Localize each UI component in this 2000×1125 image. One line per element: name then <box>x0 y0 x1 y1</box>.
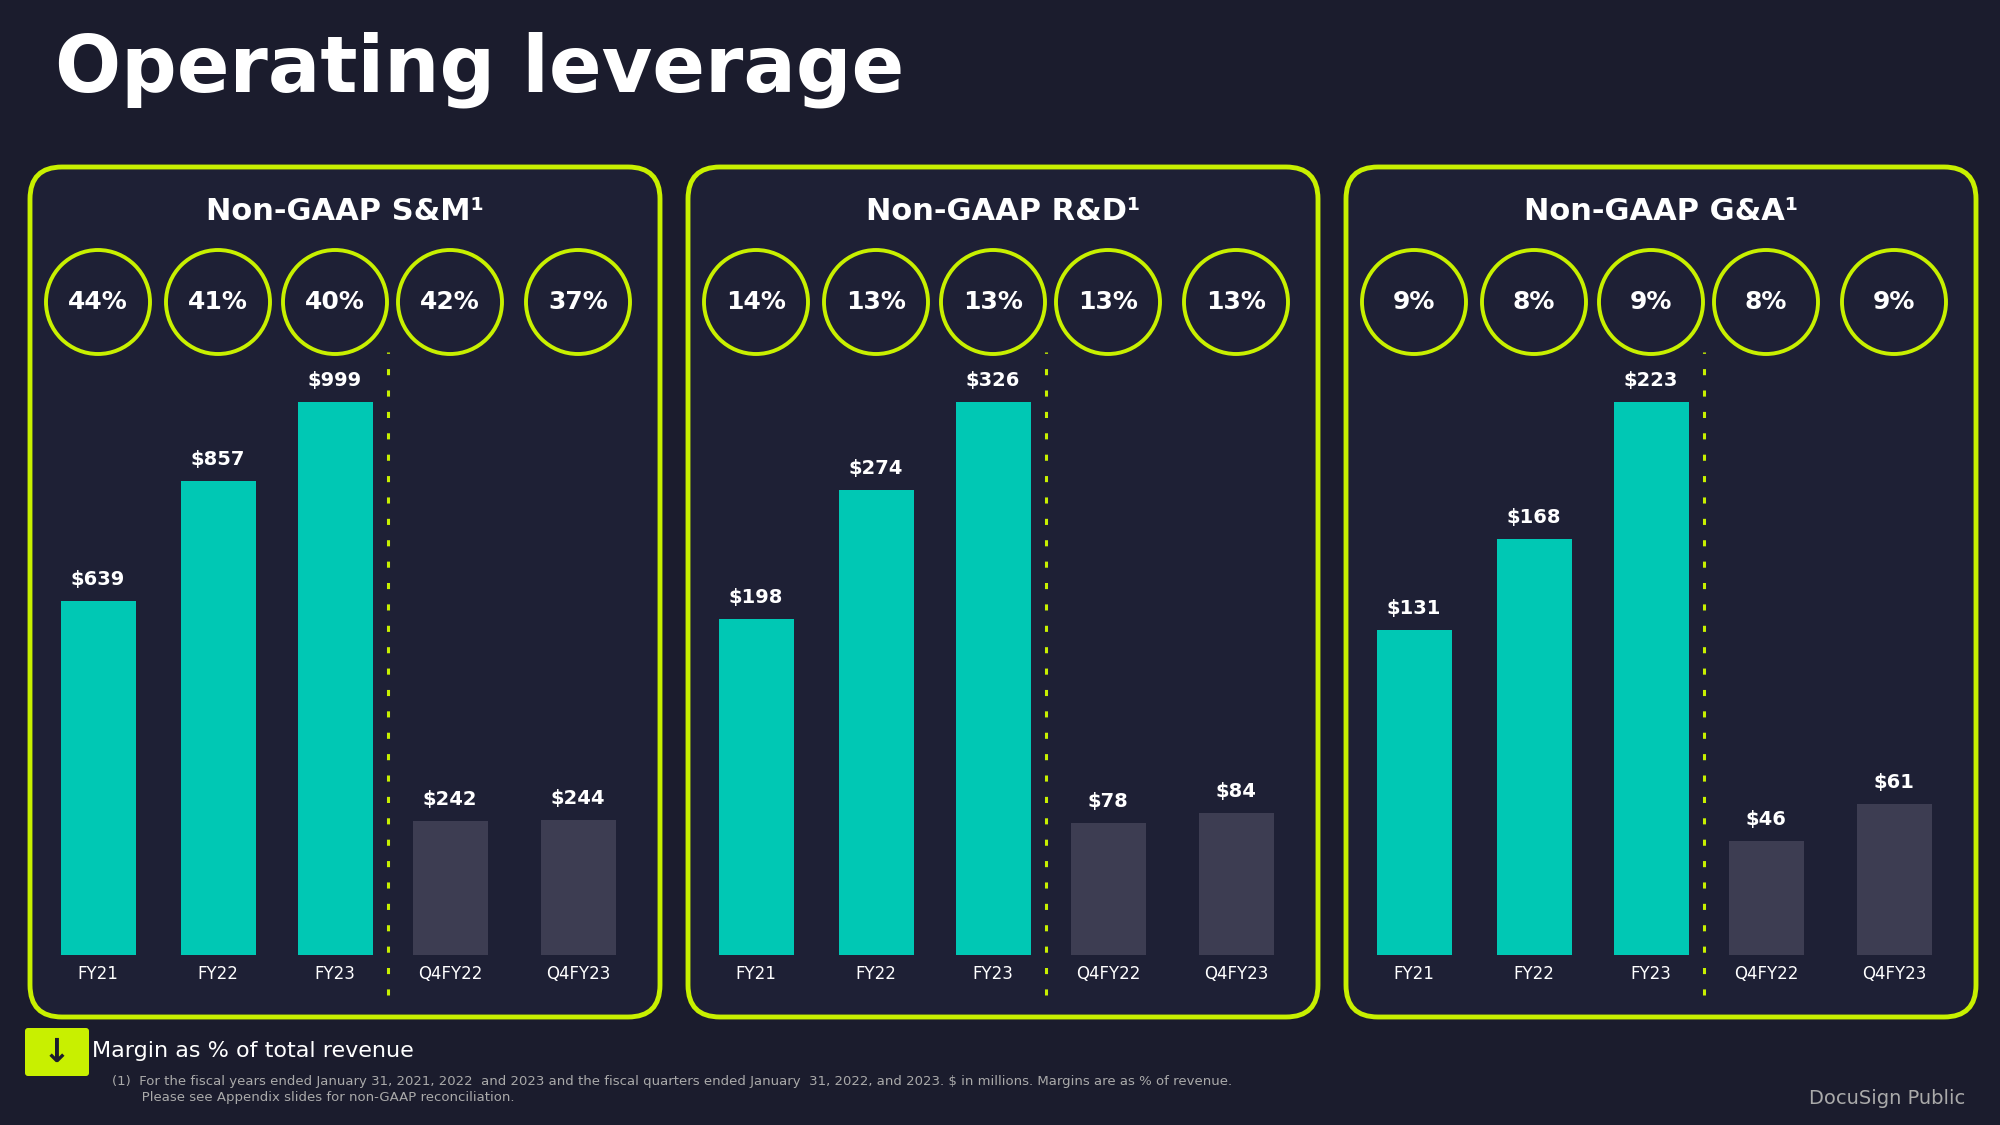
Bar <box>1070 822 1146 955</box>
Text: Q4FY23: Q4FY23 <box>546 965 610 983</box>
Text: ↓: ↓ <box>44 1035 72 1069</box>
Text: FY22: FY22 <box>198 965 238 983</box>
Text: $131: $131 <box>1386 600 1442 619</box>
Text: Margin as % of total revenue: Margin as % of total revenue <box>92 1041 414 1061</box>
Text: FY21: FY21 <box>736 965 776 983</box>
Text: $326: $326 <box>966 371 1020 390</box>
Text: $198: $198 <box>728 588 784 608</box>
FancyBboxPatch shape <box>1346 166 1976 1017</box>
Text: $46: $46 <box>1746 810 1786 829</box>
Text: $857: $857 <box>190 450 246 469</box>
Circle shape <box>46 250 150 354</box>
Text: FY23: FY23 <box>972 965 1014 983</box>
Bar <box>60 602 136 955</box>
Text: Q4FY23: Q4FY23 <box>1204 965 1268 983</box>
Text: Non-GAAP S&M¹: Non-GAAP S&M¹ <box>206 197 484 225</box>
Circle shape <box>1482 250 1586 354</box>
Text: 9%: 9% <box>1392 290 1436 314</box>
Text: DocuSign Public: DocuSign Public <box>1808 1089 1964 1107</box>
Text: FY21: FY21 <box>1394 965 1434 983</box>
Text: 37%: 37% <box>548 290 608 314</box>
Text: Q4FY22: Q4FY22 <box>1076 965 1140 983</box>
Circle shape <box>166 250 270 354</box>
Text: Q4FY22: Q4FY22 <box>418 965 482 983</box>
Circle shape <box>704 250 808 354</box>
Text: Non-GAAP R&D¹: Non-GAAP R&D¹ <box>866 197 1140 225</box>
Text: Non-GAAP G&A¹: Non-GAAP G&A¹ <box>1524 197 1798 225</box>
Text: $223: $223 <box>1624 371 1678 390</box>
Text: $274: $274 <box>848 459 904 478</box>
Text: 14%: 14% <box>726 290 786 314</box>
Circle shape <box>526 250 630 354</box>
Circle shape <box>942 250 1044 354</box>
Text: 13%: 13% <box>846 290 906 314</box>
Text: $244: $244 <box>550 789 606 808</box>
Circle shape <box>1842 250 1946 354</box>
Text: 9%: 9% <box>1872 290 1916 314</box>
Text: 41%: 41% <box>188 290 248 314</box>
Text: Q4FY23: Q4FY23 <box>1862 965 1926 983</box>
Bar <box>1728 842 1804 955</box>
Bar <box>1198 812 1274 955</box>
Circle shape <box>398 250 502 354</box>
Text: $999: $999 <box>308 371 362 390</box>
Bar <box>838 490 914 955</box>
Text: $242: $242 <box>422 790 478 809</box>
Circle shape <box>284 250 388 354</box>
Bar <box>540 820 616 955</box>
Text: FY22: FY22 <box>856 965 896 983</box>
Bar <box>956 403 1030 955</box>
Text: 13%: 13% <box>1078 290 1138 314</box>
Text: Q4FY22: Q4FY22 <box>1734 965 1798 983</box>
Bar <box>298 403 372 955</box>
Circle shape <box>1056 250 1160 354</box>
Text: 8%: 8% <box>1744 290 1788 314</box>
Text: 40%: 40% <box>306 290 364 314</box>
Text: $168: $168 <box>1506 507 1562 526</box>
Circle shape <box>824 250 928 354</box>
Text: 42%: 42% <box>420 290 480 314</box>
Text: $639: $639 <box>70 570 126 590</box>
Bar <box>1376 630 1452 955</box>
Circle shape <box>1600 250 1704 354</box>
Bar <box>1496 539 1572 955</box>
Text: Please see Appendix slides for non-GAAP reconciliation.: Please see Appendix slides for non-GAAP … <box>112 1091 514 1105</box>
Bar <box>412 821 488 955</box>
FancyBboxPatch shape <box>30 166 660 1017</box>
Circle shape <box>1714 250 1818 354</box>
Text: FY23: FY23 <box>1630 965 1672 983</box>
Text: 44%: 44% <box>68 290 128 314</box>
Bar <box>1856 803 1932 955</box>
Circle shape <box>1362 250 1466 354</box>
Text: 13%: 13% <box>964 290 1022 314</box>
Text: 13%: 13% <box>1206 290 1266 314</box>
FancyBboxPatch shape <box>24 1028 88 1076</box>
Text: FY23: FY23 <box>314 965 356 983</box>
FancyBboxPatch shape <box>688 166 1318 1017</box>
Text: $61: $61 <box>1874 773 1914 792</box>
Circle shape <box>1184 250 1288 354</box>
Bar <box>1614 403 1688 955</box>
Text: $84: $84 <box>1216 782 1256 801</box>
Text: FY21: FY21 <box>78 965 118 983</box>
Bar <box>180 480 256 955</box>
Text: 9%: 9% <box>1630 290 1672 314</box>
Text: $78: $78 <box>1088 792 1128 811</box>
Text: FY22: FY22 <box>1514 965 1554 983</box>
Text: Operating leverage: Operating leverage <box>56 32 904 108</box>
Text: 8%: 8% <box>1512 290 1556 314</box>
Bar <box>718 619 794 955</box>
Text: (1)  For the fiscal years ended January 31, 2021, 2022  and 2023 and the fiscal : (1) For the fiscal years ended January 3… <box>112 1076 1232 1089</box>
